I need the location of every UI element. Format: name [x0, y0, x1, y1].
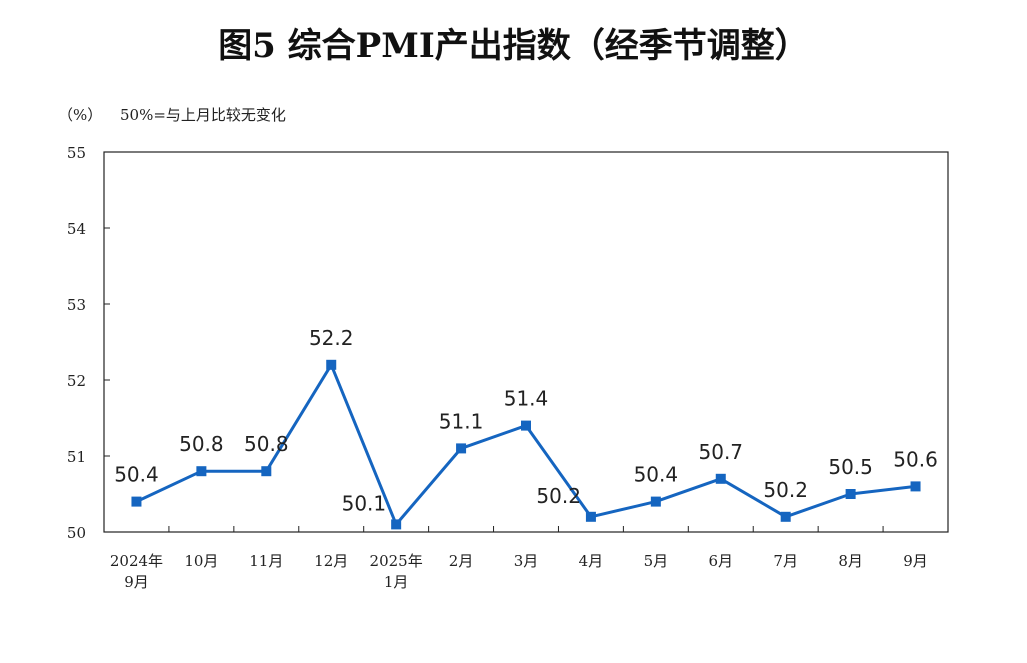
x-tick-label: 4月 [579, 552, 604, 570]
data-label: 51.4 [504, 387, 549, 411]
y-tick-label: 50 [67, 524, 86, 542]
data-label: 51.1 [439, 409, 484, 433]
data-point [391, 519, 402, 530]
x-tick-label: 10月 [184, 552, 218, 570]
x-tick-label: 7月 [773, 552, 798, 570]
x-tick-label: 11月 [249, 552, 283, 570]
data-label: 50.1 [342, 491, 387, 515]
data-point [715, 473, 726, 484]
y-tick-label: 55 [67, 144, 86, 162]
data-point [585, 511, 596, 522]
x-tick-label: 6月 [708, 552, 733, 570]
data-point [131, 496, 142, 507]
data-label: 52.2 [309, 326, 354, 350]
x-tick-label: 9月 [124, 573, 149, 591]
x-tick-label: 2025年 [370, 552, 423, 570]
data-point [780, 511, 791, 522]
data-point [196, 466, 207, 477]
data-label: 50.5 [828, 455, 873, 479]
y-tick-label: 51 [67, 448, 86, 466]
x-tick-label: 2月 [449, 552, 474, 570]
x-tick-label: 2024年 [110, 552, 163, 570]
data-label: 50.8 [179, 432, 224, 456]
plot-frame [103, 151, 949, 533]
data-point [910, 481, 921, 492]
y-axis-unit-label: （%） [58, 106, 103, 124]
data-point [456, 443, 467, 454]
data-point [521, 420, 531, 431]
x-tick-label: 9月 [903, 552, 928, 570]
data-label: 50.4 [634, 463, 679, 487]
chart-title: 图5 综合PMI产出指数（经季节调整） [218, 26, 809, 66]
data-point [326, 359, 337, 370]
data-label: 50.7 [699, 440, 744, 464]
data-point [845, 489, 856, 499]
y-tick-label: 54 [67, 220, 86, 238]
chart-note: 50%=与上月比较无变化 [120, 106, 286, 124]
data-label: 50.2 [536, 484, 581, 508]
x-tick-label: 8月 [838, 552, 863, 570]
data-label: 50.2 [763, 478, 808, 502]
y-tick-label: 53 [67, 296, 86, 314]
y-tick-label: 52 [67, 372, 86, 390]
data-label: 50.4 [114, 463, 159, 487]
x-tick-label: 1月 [384, 573, 409, 591]
data-label: 50.8 [244, 432, 289, 456]
data-label: 50.6 [893, 447, 938, 471]
x-tick-label: 12月 [314, 552, 348, 570]
x-tick-label: 5月 [644, 552, 669, 570]
x-tick-label: 3月 [514, 552, 539, 570]
data-point [261, 466, 272, 477]
data-point [650, 496, 661, 507]
